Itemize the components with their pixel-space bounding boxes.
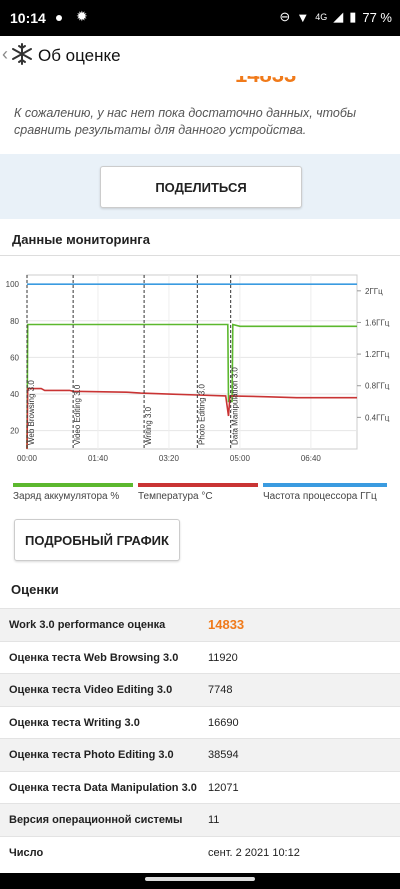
test-marker-label: Video Editing 3.0	[73, 384, 82, 445]
battery-icon: ▮	[349, 9, 357, 24]
row-key: Число	[9, 846, 44, 859]
wifi-icon: ▼	[296, 9, 310, 25]
test-marker-label: Photo Editing 3.0	[197, 384, 206, 445]
legend-cpu-label: Частота процессора ГГц	[263, 491, 377, 502]
legend-battery-swatch	[13, 483, 133, 487]
network-type: 4G	[315, 12, 328, 22]
legend-temperature-label: Температура °C	[138, 491, 213, 502]
legend-cpu: Частота процессора ГГц	[263, 483, 387, 502]
app-notification-icon: ✹	[76, 8, 88, 24]
status-time: 10:14	[10, 10, 46, 26]
legend-battery-label: Заряд аккумулятора %	[13, 491, 120, 502]
dnd-icon: ⊖	[279, 9, 291, 24]
score-value: 14833	[235, 76, 296, 88]
y-left-tick-label: 100	[6, 280, 20, 289]
row-value: 16690	[208, 716, 239, 729]
legend-temperature-swatch	[138, 483, 258, 487]
table-row: Оценка теста Video Editing 3.0 7748	[0, 673, 400, 706]
table-row: Оценка теста Data Manipulation 3.0 12071	[0, 770, 400, 804]
row-value: 12071	[208, 781, 239, 794]
test-marker-label: Web Browsing 3.0	[27, 380, 36, 445]
legend-temperature: Температура °C	[138, 483, 258, 502]
legend-battery: Заряд аккумулятора %	[13, 483, 133, 502]
y-right-tick-label: 1.6ГГц	[365, 318, 390, 327]
plot-area	[26, 274, 358, 450]
x-tick-label: 05:00	[230, 454, 251, 463]
y-left-tick-label: 40	[10, 390, 19, 399]
scores-table: Work 3.0 performance оценка 14833 Оценка…	[0, 608, 400, 868]
test-marker-label: Writing 3.0	[144, 406, 153, 445]
scores-title: Оценки	[11, 582, 59, 597]
row-value: 14833	[208, 617, 245, 632]
row-key: Оценка теста Data Manipulation 3.0	[9, 781, 197, 794]
table-row: Оценка теста Web Browsing 3.0 11920	[0, 640, 400, 674]
score-card: 14833 К сожалению, у нас нет пока достат…	[0, 76, 400, 154]
score-note: К сожалению, у нас нет пока достаточно д…	[14, 106, 357, 137]
x-tick-label: 03:20	[159, 454, 180, 463]
table-row: Оценка теста Photo Editing 3.0 38594	[0, 738, 400, 771]
app-bar: ‹ Об оценке	[0, 36, 400, 77]
row-key: Версия операционной системы	[9, 814, 183, 826]
divider	[0, 255, 400, 256]
monitoring-title: Данные мониторинга	[12, 232, 150, 247]
row-key: Оценка теста Web Browsing 3.0	[9, 651, 179, 664]
row-value: сент. 2 2021 10:12	[208, 846, 300, 859]
y-left-tick-label: 20	[10, 427, 19, 436]
row-key: Work 3.0 performance оценка	[9, 619, 166, 631]
home-gesture-handle[interactable]	[145, 877, 255, 881]
signal-icon: ◢	[333, 9, 344, 24]
app-logo-icon	[10, 42, 34, 71]
x-tick-label: 00:00	[17, 454, 38, 463]
y-left-tick-label: 80	[10, 317, 19, 326]
y-right-tick-label: 0.4ГГц	[365, 413, 390, 422]
table-row: Оценка теста Writing 3.0 16690	[0, 705, 400, 739]
series-line	[26, 387, 357, 450]
row-value: 11	[208, 814, 220, 826]
y-right-tick-label: 1.2ГГц	[365, 350, 390, 359]
x-tick-label: 01:40	[88, 454, 109, 463]
battery-level: 77 %	[362, 9, 392, 25]
row-key: Оценка теста Photo Editing 3.0	[9, 749, 174, 761]
row-key: Оценка теста Video Editing 3.0	[9, 684, 173, 696]
back-icon[interactable]: ‹	[2, 44, 8, 64]
page-title: Об оценке	[38, 46, 121, 65]
table-row: Число сент. 2 2021 10:12	[0, 835, 400, 869]
row-value: 7748	[208, 684, 233, 696]
monitoring-chart: 100 80 60 40 20 2ГГц 1.6ГГц 1.2ГГц 0.8ГГц 0.4ГГц 0…	[6, 274, 390, 463]
row-value: 38594	[208, 749, 239, 761]
notification-dot-icon	[56, 15, 62, 21]
legend-cpu-swatch	[263, 483, 387, 487]
scroll-content[interactable]: 14833 К сожалению, у нас нет пока достат…	[0, 76, 400, 873]
test-marker-label: Data Manipulation 3.0	[231, 367, 240, 445]
y-left-tick-label: 60	[10, 353, 19, 362]
row-key: Оценка теста Writing 3.0	[9, 716, 140, 729]
x-tick-label: 06:40	[301, 454, 322, 463]
row-value: 11920	[208, 651, 238, 664]
detailed-chart-button[interactable]: ПОДРОБНЫЙ ГРАФИК	[14, 519, 180, 561]
system-nav-bar	[0, 873, 400, 889]
table-row: Work 3.0 performance оценка 14833	[0, 608, 400, 641]
share-button[interactable]: ПОДЕЛИТЬСЯ	[100, 166, 302, 208]
y-right-tick-label: 0.8ГГц	[365, 382, 390, 391]
y-right-tick-label: 2ГГц	[365, 287, 383, 296]
status-bar: 10:14 ✹ ⊖ ▼ 4G ◢ ▮ 77 %	[0, 0, 400, 36]
table-row: Версия операционной системы 11	[0, 803, 400, 836]
